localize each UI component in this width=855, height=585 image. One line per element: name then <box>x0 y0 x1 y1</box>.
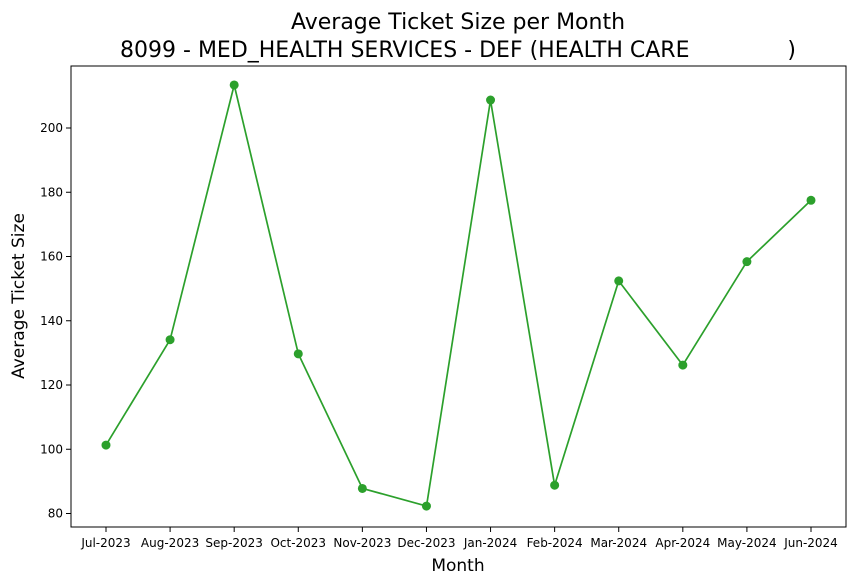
x-tick-label: May-2024 <box>717 536 776 550</box>
x-tick-label: Nov-2023 <box>333 536 391 550</box>
x-tick-label: Apr-2024 <box>655 536 710 550</box>
series-layer <box>101 80 816 511</box>
x-tick-label: Aug-2023 <box>141 536 199 550</box>
data-point <box>550 480 560 490</box>
y-axis: 80 100 120 140 160 180 200 <box>40 121 71 521</box>
y-axis-label: Average Ticket Size <box>9 213 29 379</box>
data-point <box>293 349 303 359</box>
x-tick-label: Sep-2023 <box>205 536 263 550</box>
data-point <box>486 95 496 105</box>
series-line <box>105 84 812 507</box>
x-tick-label: Jun-2024 <box>783 536 838 550</box>
y-tick-label: 180 <box>40 185 63 199</box>
y-tick-label: 160 <box>40 250 63 264</box>
x-tick-label: Jan-2024 <box>463 536 517 550</box>
plot-frame <box>70 65 847 528</box>
x-tick-label: Oct-2023 <box>270 536 326 550</box>
chart-subtitle: 8099 - MED_HEALTH SERVICES - DEF (HEALTH… <box>120 38 796 63</box>
data-point <box>806 195 816 205</box>
y-tick-label: 80 <box>48 507 63 521</box>
x-tick-label: Feb-2024 <box>527 536 583 550</box>
data-point <box>165 335 175 345</box>
data-point <box>357 483 367 493</box>
x-tick-label: Dec-2023 <box>397 536 455 550</box>
y-tick-label: 100 <box>40 442 63 456</box>
data-point <box>229 80 239 90</box>
data-point <box>614 276 624 286</box>
y-tick-label: 200 <box>40 121 63 135</box>
chart-title: Average Ticket Size per Month <box>291 10 625 35</box>
data-point <box>742 257 752 267</box>
y-tick-label: 140 <box>40 314 63 328</box>
x-tick-label: Jul-2023 <box>80 536 130 550</box>
x-tick-label: Mar-2024 <box>590 536 647 550</box>
x-axis: Jul-2023 Aug-2023 Sep-2023 Oct-2023 Nov-2023… <box>80 527 838 550</box>
x-axis-label: Month <box>431 556 484 576</box>
plot-area <box>70 65 847 528</box>
y-tick-label: 120 <box>40 378 63 392</box>
data-point <box>678 360 688 370</box>
data-point <box>101 440 111 450</box>
data-point <box>421 501 431 511</box>
